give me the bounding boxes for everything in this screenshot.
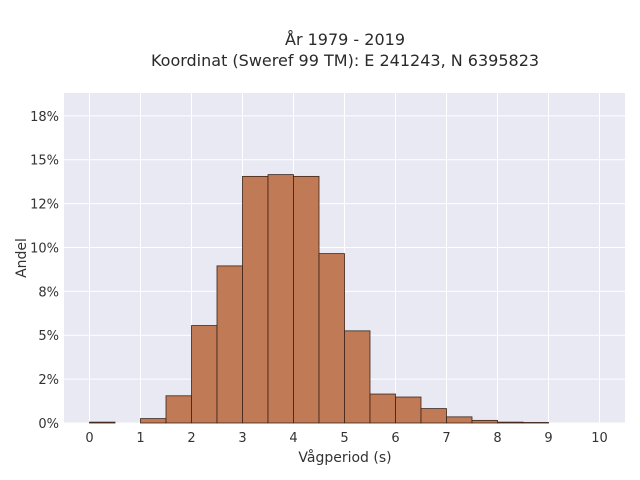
x-tick-label: 2 (187, 431, 195, 446)
y-tick-label: 12% (30, 198, 59, 213)
histogram-bar (420, 408, 447, 424)
x-tick-label: 0 (85, 431, 93, 446)
histogram-bar (216, 265, 243, 424)
y-tick-label: 18% (30, 110, 59, 125)
y-axis-label: Andel (14, 238, 30, 278)
x-tick-label: 9 (544, 431, 552, 446)
bars (89, 174, 549, 424)
histogram-bar (267, 174, 294, 424)
x-tick-label: 1 (136, 431, 144, 446)
x-tick-label: 10 (591, 431, 608, 446)
y-tick-label: 2% (38, 373, 59, 388)
y-tick-label: 8% (38, 285, 59, 300)
histogram-bar (191, 325, 218, 424)
histogram-bar (165, 395, 192, 424)
x-axis-ticks: 0 1 2 3 4 5 6 7 8 9 10 (85, 431, 607, 446)
x-tick-label: 7 (442, 431, 450, 446)
histogram-bar (395, 396, 422, 424)
y-tick-label: 10% (30, 241, 59, 256)
histogram-bar (446, 416, 473, 424)
x-axis-label: Vågperiod (s) (298, 449, 391, 466)
histogram-bar (242, 175, 269, 424)
x-tick-label: 4 (289, 431, 297, 446)
histogram-bar (293, 175, 320, 424)
chart-title-line-2: Koordinat (Sweref 99 TM): E 241243, N 63… (151, 51, 539, 70)
histogram-bar (344, 330, 371, 424)
x-tick-label: 8 (493, 431, 501, 446)
y-axis-ticks: 0% 2% 5% 8% 10% 12% 15% 18% (30, 110, 59, 432)
histogram-bar (89, 421, 116, 424)
x-tick-label: 6 (391, 431, 399, 446)
histogram-bar (318, 253, 345, 424)
histogram-bar (522, 422, 549, 424)
chart-title-line-1: År 1979 - 2019 (285, 30, 405, 49)
histogram-bar (140, 418, 167, 424)
y-tick-label: 0% (38, 417, 59, 432)
y-tick-label: 15% (30, 154, 59, 169)
histogram-bar (471, 419, 498, 424)
histogram-bar (497, 421, 524, 424)
x-tick-label: 3 (238, 431, 246, 446)
y-tick-label: 5% (38, 329, 59, 344)
histogram-bar (369, 393, 396, 424)
x-tick-label: 5 (340, 431, 348, 446)
